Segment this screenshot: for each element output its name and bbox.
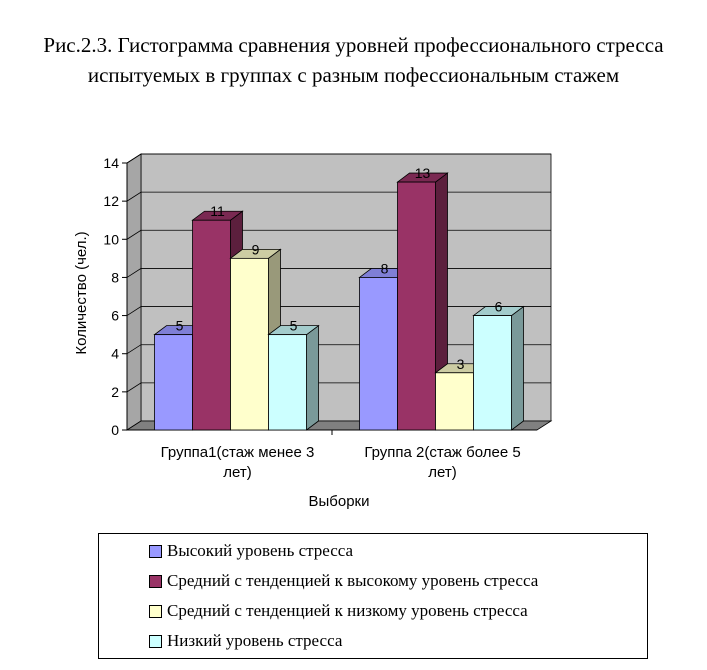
data-label: 8 bbox=[381, 260, 389, 276]
legend-label: Высокий уровень стресса bbox=[167, 541, 354, 560]
data-label: 9 bbox=[252, 241, 260, 257]
chart-title: Рис.2.3. Гистограмма сравнения уровней п… bbox=[43, 33, 664, 87]
bar bbox=[154, 334, 193, 431]
bar bbox=[397, 181, 436, 431]
chart-plot: 5 11 9 5 8 13 3 6 0 2 4 6 8 10 12 14 Группа1(стаж мене… bbox=[73, 153, 553, 510]
bar-side bbox=[511, 305, 524, 431]
x-category-label: лет) bbox=[223, 464, 251, 481]
y-tick-label: 14 bbox=[103, 155, 119, 171]
legend-item: Средний с тенденцией к низкому уровень с… bbox=[149, 601, 528, 621]
x-category-label: лет) bbox=[428, 464, 456, 481]
bar-side bbox=[306, 324, 319, 431]
legend-swatch bbox=[149, 574, 162, 588]
legend-item: Низкий уровень стресса bbox=[149, 631, 342, 651]
bar bbox=[435, 372, 474, 431]
legend-item: Высокий уровень стресса bbox=[149, 541, 353, 561]
gridline bbox=[126, 153, 551, 164]
chart-x-categories: Группа1(стаж менее 3 лет) Группа 2(стаж бо… bbox=[161, 444, 521, 481]
chart-y-ticks: 0 2 4 6 8 10 12 14 bbox=[103, 155, 333, 438]
legend-swatch bbox=[149, 604, 162, 618]
x-axis-label: Выборки bbox=[308, 493, 369, 510]
y-axis-label: Количество (чел.) bbox=[73, 231, 90, 354]
legend-label: Средний с тенденцией к высокому уровень … bbox=[167, 571, 539, 590]
y-tick-label: 8 bbox=[111, 269, 119, 285]
chart-data-labels: 5 11 9 5 8 13 3 6 bbox=[176, 165, 503, 372]
x-category-label: Группа 2(стаж более 5 bbox=[364, 444, 520, 461]
data-label: 13 bbox=[415, 165, 431, 181]
y-tick-label: 10 bbox=[103, 231, 119, 247]
data-label: 5 bbox=[176, 318, 184, 334]
data-label: 11 bbox=[210, 203, 225, 219]
bar bbox=[473, 315, 512, 431]
legend-label: Низкий уровень стресса bbox=[167, 631, 343, 650]
side-wall-panel bbox=[126, 153, 142, 431]
y-tick-label: 4 bbox=[111, 346, 119, 362]
legend-swatch bbox=[149, 544, 162, 558]
legend-swatch bbox=[149, 634, 162, 648]
y-tick-label: 2 bbox=[111, 384, 119, 400]
x-category-label: Группа1(стаж менее 3 bbox=[161, 444, 315, 461]
bar bbox=[268, 334, 307, 431]
y-tick-label: 6 bbox=[111, 308, 119, 324]
legend-item: Средний с тенденцией к высокому уровень … bbox=[149, 571, 538, 591]
bar bbox=[359, 277, 398, 431]
y-tick-label: 12 bbox=[103, 193, 119, 209]
chart-bars bbox=[153, 172, 525, 431]
data-label: 3 bbox=[457, 356, 465, 372]
data-label: 6 bbox=[495, 299, 503, 315]
y-tick-label: 0 bbox=[111, 422, 119, 438]
legend-label: Средний с тенденцией к низкому уровень с… bbox=[167, 601, 528, 620]
bar bbox=[230, 257, 269, 431]
data-label: 5 bbox=[290, 318, 298, 334]
bar bbox=[192, 219, 231, 431]
chart-legend: Высокий уровень стресса Средний с тенден… bbox=[98, 533, 648, 659]
